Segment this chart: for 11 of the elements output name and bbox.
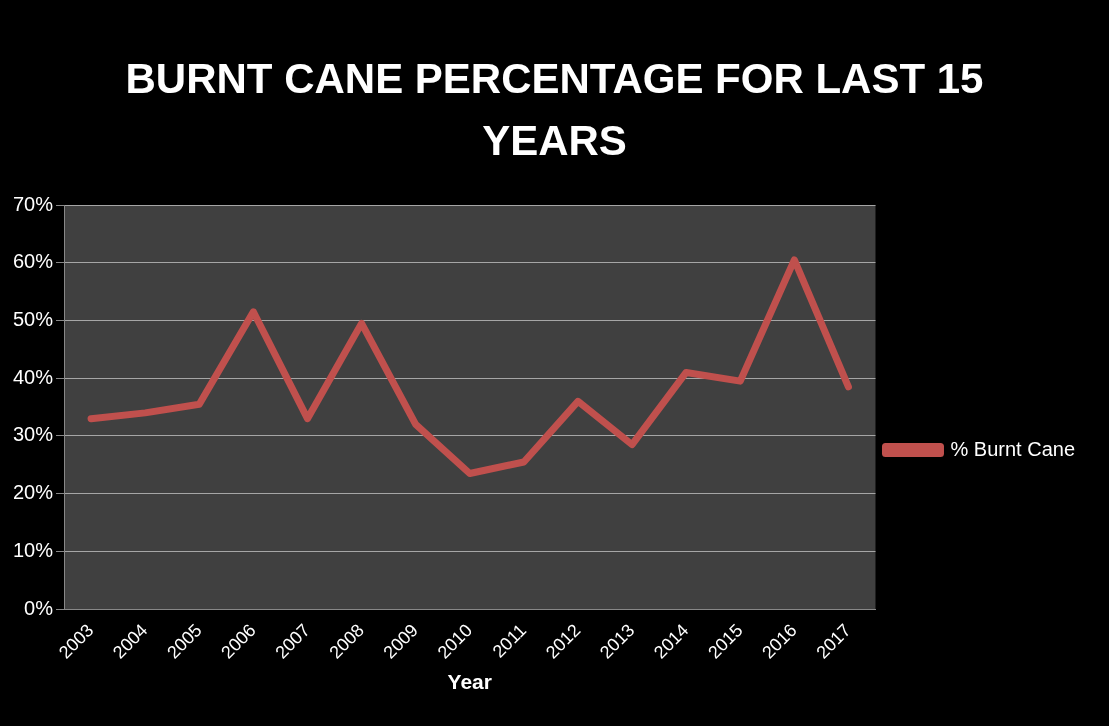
y-tick-label: 0% (24, 596, 54, 619)
y-tick-label: 20% (13, 481, 54, 504)
y-tick-label: 70% (13, 192, 54, 215)
y-tick-label: 50% (13, 308, 54, 330)
legend-label: % Burnt Cane (950, 437, 1075, 460)
y-tick-label: 30% (13, 423, 54, 446)
x-axis-title: Year (447, 670, 492, 694)
chart-title: BURNT CANE PERCENTAGE FOR LAST 15 YEARS (124, 54, 985, 164)
y-tick-label: 10% (13, 538, 54, 561)
y-tick-label: 60% (13, 250, 54, 273)
y-tick-label: 40% (13, 365, 54, 388)
